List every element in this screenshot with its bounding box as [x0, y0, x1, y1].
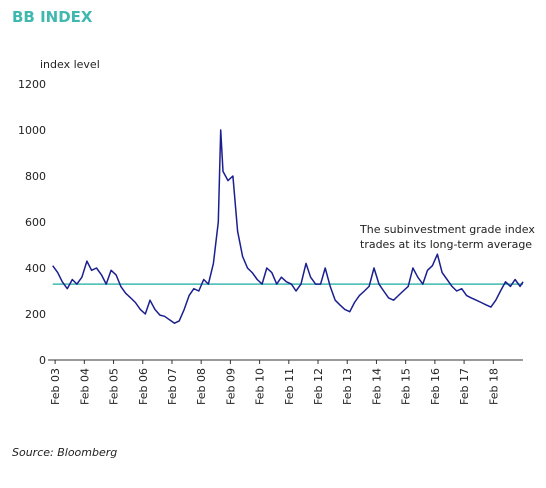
y-tick-label: 400: [25, 262, 46, 275]
annotation: trades at its long-term average: [360, 238, 532, 251]
x-tick-label: Feb 09: [224, 368, 237, 405]
y-tick-label: 0: [39, 354, 46, 367]
x-tick-label: Feb 12: [312, 368, 325, 405]
y-axis-label: index level: [40, 58, 100, 71]
chart-title: BB INDEX: [12, 8, 93, 26]
source: Source: Bloomberg: [12, 446, 117, 459]
y-tick-label: 800: [25, 170, 46, 183]
y-tick-label: 1000: [18, 124, 46, 137]
x-tick-label: Feb 15: [400, 368, 413, 405]
y-tick-label: 1200: [18, 78, 46, 91]
x-tick-label: Feb 14: [370, 368, 383, 405]
series-line: [52, 129, 524, 324]
x-tick-label: Feb 04: [78, 368, 91, 405]
x-tick-label: Feb 03: [49, 368, 62, 405]
x-tick-label: Feb 18: [487, 368, 500, 405]
x-tick-label: Feb 16: [429, 368, 442, 405]
annotation: The subinvestment grade index: [359, 223, 535, 236]
y-tick-label: 200: [25, 308, 46, 321]
x-tick-label: Feb 13: [341, 368, 354, 405]
x-tick-label: Feb 08: [195, 368, 208, 405]
x-tick-label: Feb 06: [137, 368, 150, 405]
x-tick-label: Feb 10: [254, 368, 267, 405]
x-tick-label: Feb 05: [108, 368, 121, 405]
x-tick-label: Feb 11: [283, 368, 296, 405]
x-tick-label: Feb 17: [458, 368, 471, 405]
x-tick-label: Feb 07: [166, 368, 179, 405]
y-tick-label: 600: [25, 216, 46, 229]
